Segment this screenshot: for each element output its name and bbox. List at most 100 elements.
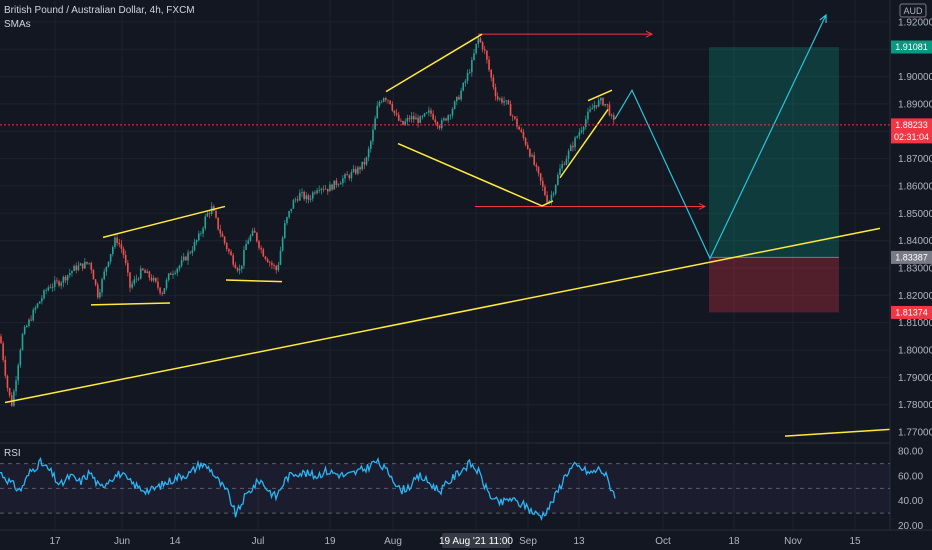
rsi-line — [0, 456, 616, 522]
candle-body — [572, 145, 574, 148]
rsi-tick-label: 20.00 — [898, 521, 923, 532]
candle-body — [81, 263, 84, 269]
candle-body — [365, 157, 368, 165]
price-tag — [891, 118, 932, 132]
candle-body — [305, 195, 308, 200]
candle-body — [133, 279, 136, 284]
candle-body — [103, 271, 105, 280]
candle-body — [99, 292, 101, 298]
candle-body — [62, 276, 65, 283]
trend-line — [4, 227, 881, 404]
candle-body — [26, 325, 28, 328]
candle-body — [456, 96, 458, 102]
candle-body — [112, 247, 114, 255]
candle-body — [354, 168, 357, 174]
candle-body — [311, 192, 314, 199]
candle-body — [552, 193, 555, 195]
price-tick-label: 1.86000 — [898, 181, 932, 192]
candle-body — [260, 247, 262, 250]
price-tick-label: 1.85000 — [898, 209, 932, 220]
candle-body — [372, 129, 374, 142]
candle-body — [34, 307, 37, 310]
candle-body — [178, 265, 181, 269]
candle-body — [191, 250, 194, 253]
candle-body — [376, 105, 379, 119]
candle-body — [385, 98, 387, 100]
candle-body — [473, 53, 475, 61]
trade-position-box[interactable] — [709, 47, 839, 313]
candle-body — [279, 250, 282, 265]
candle-body — [200, 233, 202, 235]
candle-body — [578, 132, 581, 137]
currency-badge[interactable]: AUD — [899, 3, 927, 18]
rsi-pane[interactable]: RSI — [0, 448, 890, 522]
candle-body — [281, 237, 284, 251]
candle-body — [438, 126, 441, 129]
candle-body — [417, 117, 419, 123]
candle-body — [36, 303, 39, 308]
time-tick-label: 15 — [849, 536, 861, 547]
candle-body — [116, 237, 118, 243]
rsi-axis: 80.00 60.00 40.00 20.00 — [898, 447, 923, 532]
candle-body — [331, 184, 333, 190]
time-tick-label: Oct — [655, 536, 671, 547]
candle-body — [292, 200, 295, 209]
candle-body — [187, 252, 189, 261]
price-tag — [891, 250, 932, 264]
candle-body — [612, 115, 615, 121]
candle-body — [88, 262, 90, 264]
price-tick-label: 1.77000 — [898, 428, 932, 439]
candle-body — [389, 100, 391, 105]
drawing-annotations[interactable] — [475, 30, 707, 210]
time-tick-label: Nov — [784, 536, 802, 547]
candle-body — [374, 118, 376, 130]
candle-body — [284, 223, 286, 238]
time-tick-label: 18 — [728, 536, 740, 547]
candle-body — [84, 261, 86, 269]
candle-body — [486, 50, 488, 60]
candle-body — [23, 327, 26, 334]
candle-body — [30, 319, 32, 321]
candle-body — [483, 49, 486, 51]
candle-body — [393, 110, 396, 114]
candle-body — [344, 174, 346, 179]
candle-body — [449, 115, 452, 117]
candle-body — [253, 230, 256, 233]
candle-body — [193, 241, 196, 251]
candle-body — [77, 265, 80, 271]
candle-body — [582, 127, 585, 131]
crosshair-time-badge — [442, 533, 510, 548]
candle-body — [198, 233, 200, 241]
candle-body — [127, 263, 129, 273]
candle-body — [189, 252, 191, 254]
drawing-annotations-overlay[interactable] — [4, 13, 891, 437]
candle-body — [41, 298, 43, 302]
candle-body — [337, 184, 340, 186]
candle-body — [215, 210, 217, 218]
candle-body — [56, 280, 58, 282]
candle-body — [574, 137, 576, 148]
candle-body — [514, 116, 516, 119]
candle-body — [137, 278, 140, 280]
candle-body — [118, 242, 121, 245]
rsi-tick-label: 40.00 — [898, 496, 923, 507]
time-axis[interactable]: 17 Jun 14 Jul 19 Aug 19 Aug '21 11:00 Sep 13 Oct 1… — [49, 533, 861, 548]
rsi-label: RSI — [4, 448, 21, 459]
time-tick-label: 13 — [573, 536, 585, 547]
time-tick-label: Sep — [519, 536, 537, 547]
candle-body — [382, 98, 385, 102]
candle-body — [69, 273, 71, 276]
candle-body — [462, 82, 465, 91]
candle-body — [554, 184, 557, 194]
candle-body — [230, 251, 232, 256]
candle-body — [481, 42, 484, 50]
candle-body — [557, 175, 559, 185]
candle-body — [90, 262, 93, 270]
candle-body — [505, 100, 508, 102]
candle-body — [234, 264, 237, 269]
candle-body — [529, 149, 531, 157]
price-tick-label: 1.80000 — [898, 346, 932, 357]
time-tick-label: Aug — [384, 536, 402, 547]
candle-body — [608, 104, 611, 116]
